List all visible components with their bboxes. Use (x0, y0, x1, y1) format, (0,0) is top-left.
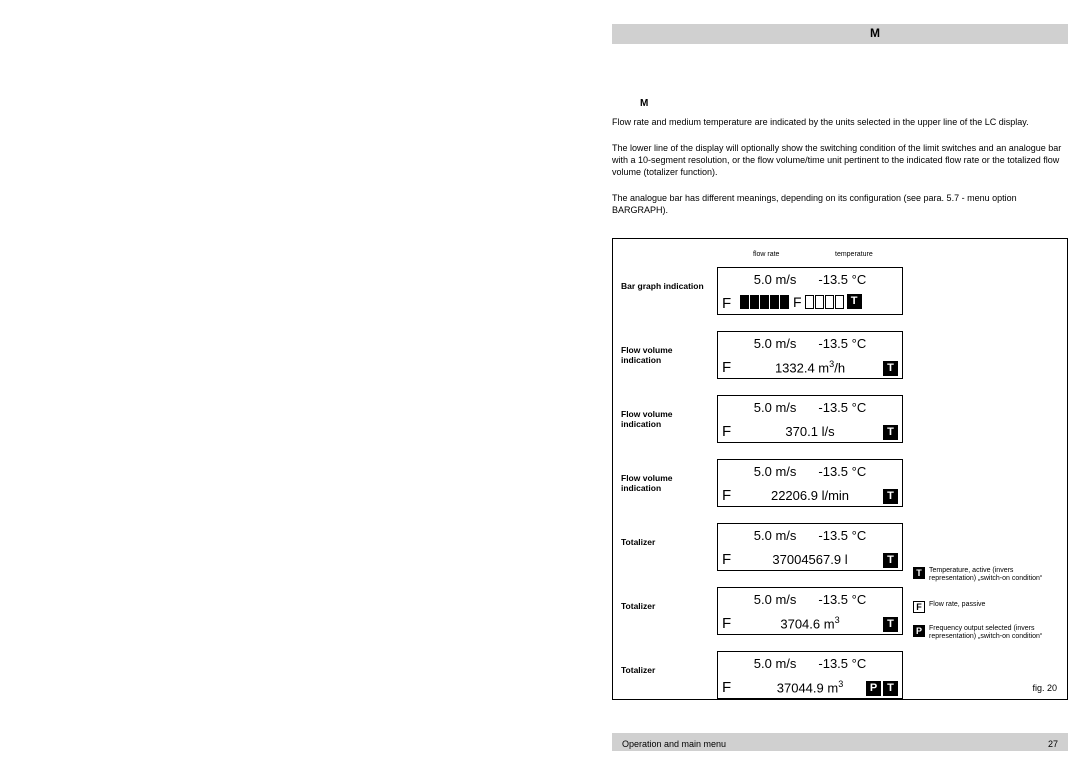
row-label: Flow volume indication (621, 345, 711, 365)
lcd-display: 5.0 m/s-13.5 °CF370.1 l/sT (717, 395, 903, 443)
legend-text: Flow rate, passive (929, 601, 1049, 609)
lcd-display: 5.0 m/s-13.5 °CF3704.6 m3T (717, 587, 903, 635)
col-label-temp: temperature (835, 251, 873, 258)
lcd-line2: 370.1 l/s (718, 424, 902, 439)
footer-text: Operation and main menu (622, 739, 726, 749)
legend-icon: T (913, 567, 925, 579)
paragraph-2: The lower line of the display will optio… (612, 142, 1068, 178)
lcd-line1: 5.0 m/s-13.5 °C (718, 592, 902, 607)
diagram-box: flow rate temperature Bar graph indicati… (612, 238, 1068, 700)
row-label: Bar graph indication (621, 281, 711, 291)
lcd-line1: 5.0 m/s-13.5 °C (718, 464, 902, 479)
legend-text: Frequency output selected (invers repres… (929, 625, 1049, 642)
paragraph-3: The analogue bar has different meanings,… (612, 192, 1068, 216)
lcd-display: 5.0 m/s-13.5 °CF1332.4 m3/hT (717, 331, 903, 379)
row-label: Flow volume indication (621, 409, 711, 429)
t-icon: T (883, 361, 898, 376)
header-bar (612, 24, 1068, 44)
lcd-line1: 5.0 m/s-13.5 °C (718, 656, 902, 671)
paragraph-1: Flow rate and medium temperature are ind… (612, 116, 1068, 128)
legend-item: F Flow rate, passive (913, 601, 1063, 613)
lcd-line2: 22206.9 l/min (718, 488, 902, 503)
legend-item: P Frequency output selected (invers repre… (913, 625, 1063, 642)
row-label: Totalizer (621, 601, 711, 611)
f-indicator: F (722, 295, 731, 312)
col-label-flow: flow rate (753, 251, 779, 258)
p-icon: P (866, 681, 881, 696)
bargraph: FT (740, 293, 898, 311)
lcd-line1: 5.0 m/s-13.5 °C (718, 272, 902, 287)
t-icon: T (883, 681, 898, 696)
lcd-line1: 5.0 m/s-13.5 °C (718, 400, 902, 415)
t-icon: T (883, 617, 898, 632)
legend-text: Temperature, active (invers representati… (929, 567, 1049, 584)
lcd-display: 5.0 m/s-13.5 °C F FT (717, 267, 903, 315)
lcd-line2: 3704.6 m3 (718, 615, 902, 631)
lcd-display: 5.0 m/s-13.5 °CF37004567.9 lT (717, 523, 903, 571)
t-icon: T (883, 489, 898, 504)
legend-icon: F (913, 601, 925, 613)
subheader-m: M (640, 98, 648, 109)
lcd-display: 5.0 m/s-13.5 °CF37044.9 m3TP (717, 651, 903, 699)
row-label: Flow volume indication (621, 473, 711, 493)
legend-item: T Temperature, active (invers representat… (913, 567, 1063, 584)
row-label: Totalizer (621, 537, 711, 547)
fig-label: fig. 20 (1032, 683, 1057, 693)
row-label: Totalizer (621, 665, 711, 675)
lcd-line1: 5.0 m/s-13.5 °C (718, 336, 902, 351)
page-number: 27 (1048, 739, 1058, 749)
t-icon: T (883, 553, 898, 568)
lcd-line1: 5.0 m/s-13.5 °C (718, 528, 902, 543)
header-m: M (870, 26, 880, 40)
lcd-line2: 1332.4 m3/h (718, 359, 902, 375)
t-icon: T (883, 425, 898, 440)
legend-icon: P (913, 625, 925, 637)
lcd-display: 5.0 m/s-13.5 °CF22206.9 l/minT (717, 459, 903, 507)
lcd-line2: 37004567.9 l (718, 552, 902, 567)
